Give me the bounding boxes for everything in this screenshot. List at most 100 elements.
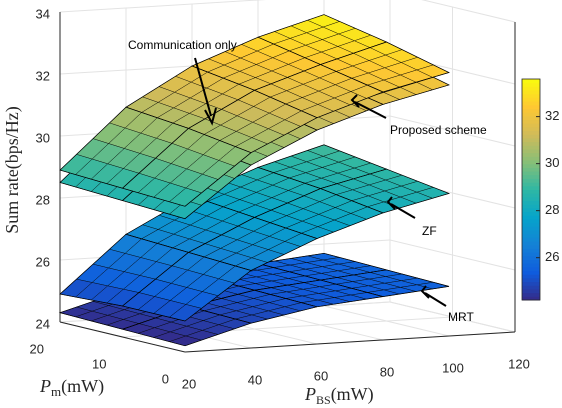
x-tick-label: 100 [442,360,464,375]
unit: (mW) [331,384,374,405]
z-tick-label: 32 [36,68,50,83]
colorbar: 26 28 30 32 [521,78,559,301]
colorbar-step [522,204,540,209]
colorbar-step [522,174,540,179]
colorbar-step [522,178,540,183]
colorbar-step [522,259,540,264]
colorbar-step [522,248,540,253]
colorbar-step [522,233,540,238]
surfaces [58,14,451,347]
colorbar-step [522,82,540,87]
colorbar-step [522,277,540,283]
colorbar-step [522,292,540,297]
colorbar-step [522,218,540,224]
arrow [390,203,416,219]
subscript: m [51,384,61,399]
z-tick-label: 24 [36,316,50,331]
colorbar-step [522,112,540,117]
subscript: BS [316,393,331,407]
annotation: Proposed scheme [390,123,487,137]
colorbar-step [522,101,540,106]
colorbar-step [522,244,540,249]
colorbar-step [522,288,540,294]
colorbar-step [522,230,540,235]
x-tick-label: 60 [314,368,328,383]
unit: (mW) [61,376,104,397]
colorbar-step [522,281,540,286]
colorbar-step [522,171,540,176]
annotation: MRT [448,310,474,324]
colorbar-step [522,141,540,146]
y-tick-label: 0 [162,371,169,386]
colorbar-step [522,200,540,205]
colorbar-step [522,266,540,272]
grid-line [421,0,516,23]
y-tick-label: 20 [30,341,44,356]
colorbar-tick-label: 30 [545,155,559,170]
colorbar-frame [521,78,541,301]
z-tick-label: 28 [36,192,50,207]
colorbar-step [522,167,540,172]
colorbar-step [522,211,540,216]
y-axis-label: Pm(mW) [39,376,104,399]
z-axis-label: Sum rate(bps/Hz) [2,106,23,233]
colorbar-step [522,123,540,128]
colorbar-step [522,182,540,187]
annotation: Communication only [128,38,237,52]
annotations [194,57,447,307]
colorbar-step [522,193,540,198]
x-tick-label: 20 [182,376,196,391]
colorbar-step [522,222,540,227]
colorbar-step [522,296,540,301]
arrow [424,292,447,307]
grid-line [59,0,267,13]
colorbar-step [522,252,540,257]
colorbar-step [522,160,540,165]
surface-cell [121,127,252,207]
colorbar-step [522,255,540,260]
colorbar-step [522,148,540,154]
colorbar-step [522,207,540,213]
axis-line [184,331,516,353]
colorbar-step [522,237,540,242]
grid-line [389,115,516,147]
arrowhead [386,196,396,210]
grid-line [389,239,516,271]
y-tick-label: 10 [92,356,106,371]
colorbar-step [522,86,540,91]
colorbar-tick-label: 28 [545,202,559,217]
colorbar-step [522,115,540,121]
colorbar-step [522,285,540,290]
arrowhead [204,107,217,126]
surface [59,14,450,207]
colorbar-step [522,90,540,95]
colorbar-step [522,130,540,135]
annotation: ZF [422,224,437,238]
colorbar-step [522,215,540,220]
colorbar-tick-label: 26 [545,249,559,264]
colorbar-step [522,263,540,268]
colorbar-step [522,152,540,157]
arrow [354,101,387,119]
colorbar-step [522,119,540,124]
z-tick-label: 34 [36,6,50,21]
colorbar-step [522,156,540,161]
axis-line [59,321,186,353]
arrowhead [350,94,360,108]
z-tick-label: 30 [36,130,50,145]
colorbar-tick-label: 32 [545,108,559,123]
z-tick-label: 26 [36,254,50,269]
colorbar-step [522,104,540,109]
x-tick-label: 80 [380,364,394,379]
colorbar-step [522,185,540,190]
grid-line [389,301,516,333]
colorbar-step [522,145,540,150]
colorbar-step [522,189,540,194]
colorbar-step [522,196,540,202]
colorbar-step [522,226,540,231]
surface-cell [121,252,252,322]
arrowhead [420,285,430,299]
colorbar-step [522,270,540,275]
colorbar-step [522,274,540,279]
